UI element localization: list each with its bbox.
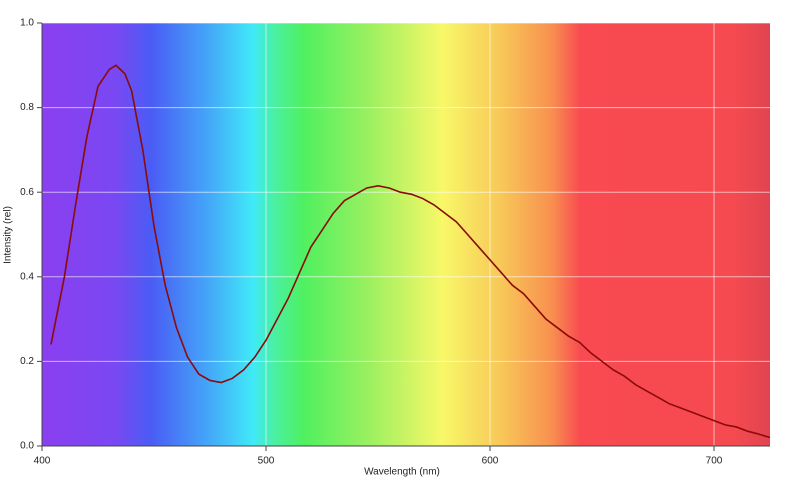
y-tick-label: 0.2 — [20, 356, 34, 367]
spectrum-background — [42, 23, 770, 446]
y-tick-label: 0.6 — [20, 187, 34, 198]
x-tick-label: 400 — [34, 456, 51, 467]
y-tick-label: 0.8 — [20, 102, 34, 113]
x-tick-label: 500 — [258, 456, 275, 467]
x-axis-label: Wavelength (nm) — [364, 467, 440, 478]
y-axis-label: Intensity (rel) — [3, 206, 14, 264]
data-line — [50, 64, 771, 439]
x-tick-label: 700 — [706, 456, 723, 467]
y-tick-label: 0.0 — [20, 441, 34, 452]
x-tick-label: 600 — [482, 456, 499, 467]
y-tick-label: 0.4 — [20, 271, 34, 282]
y-tick-label: 1.0 — [20, 18, 34, 29]
